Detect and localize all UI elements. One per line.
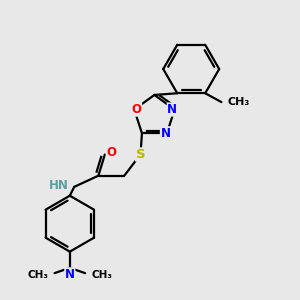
Text: N: N xyxy=(65,268,75,281)
Text: N: N xyxy=(160,127,170,140)
Text: O: O xyxy=(132,103,142,116)
Text: S: S xyxy=(136,148,145,161)
Text: CH₃: CH₃ xyxy=(92,270,112,280)
Text: CH₃: CH₃ xyxy=(228,97,250,107)
Text: O: O xyxy=(106,146,116,159)
Text: N: N xyxy=(167,103,177,116)
Text: HN: HN xyxy=(49,179,69,192)
Text: CH₃: CH₃ xyxy=(27,270,48,280)
